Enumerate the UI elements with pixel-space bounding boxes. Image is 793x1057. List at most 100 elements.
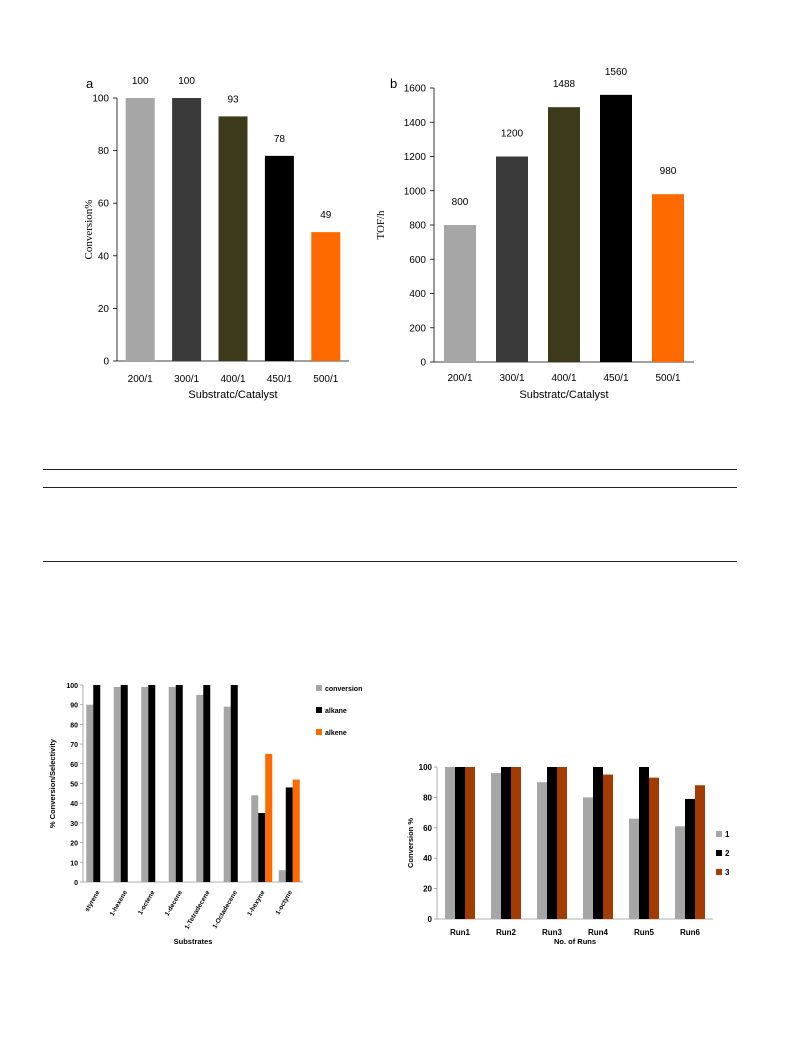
bar-1-Run1	[445, 767, 455, 919]
bar-2-Run4	[593, 767, 603, 919]
x-tick-label: Run2	[496, 928, 517, 937]
bar-alkene-1-hexyne	[265, 753, 273, 882]
y-axis-title: Conversion %	[406, 818, 415, 868]
x-tick-label: 200/1	[128, 374, 153, 385]
bar-3-Run5	[649, 777, 659, 919]
x-tick-label: Run6	[680, 928, 701, 937]
panel-label: a	[86, 76, 94, 91]
bar-1-Run4	[583, 797, 593, 919]
legend-swatch	[316, 685, 322, 691]
bar-conversion-1-Tetradecene	[196, 694, 204, 882]
bar-450/1	[600, 94, 632, 362]
x-axis-title: Substratc/Catalyst	[519, 389, 608, 401]
bar-alkane-1-Octadecene	[230, 685, 238, 882]
x-axis-title: Substrates	[174, 937, 213, 946]
bar-alkane-1-Tetradecene	[203, 685, 211, 882]
table-rule-header	[43, 487, 737, 488]
panel-label: b	[390, 76, 397, 91]
y-axis-title: TOF/h	[375, 210, 387, 240]
bar-2-Run6	[685, 798, 695, 919]
bar-1-Run6	[675, 826, 685, 919]
y-tick-label: 30	[70, 821, 78, 828]
bar-2-Run2	[501, 767, 511, 919]
bar-2-Run5	[639, 767, 649, 919]
bar-2-Run1	[455, 767, 465, 919]
x-tick-label: 500/1	[313, 374, 338, 385]
bar-3-Run4	[603, 774, 613, 919]
bar-3-Run2	[511, 767, 521, 919]
bar-alkane-1-octyne	[285, 787, 293, 882]
bar-conversion-1-octene	[141, 686, 149, 882]
x-tick-label: Run3	[542, 928, 563, 937]
x-tick-label: Run4	[588, 928, 609, 937]
y-tick-label: 60	[98, 199, 110, 210]
y-tick-label: 1400	[404, 118, 427, 129]
y-axis-title: % Conversion/Selectivity	[48, 738, 57, 828]
bar-alkane-1-hexene	[120, 685, 128, 882]
legend-swatch	[716, 869, 722, 875]
bar-1-Run3	[537, 782, 547, 919]
x-tick-label: 400/1	[220, 374, 245, 385]
bar-300/1	[172, 98, 202, 361]
y-tick-label: 0	[420, 358, 426, 369]
x-axis-title: No. of Runs	[554, 937, 596, 946]
y-tick-label: 80	[423, 793, 432, 802]
y-tick-label: 50	[70, 782, 78, 789]
legend-swatch	[716, 831, 722, 837]
y-tick-label: 0	[74, 880, 78, 887]
y-tick-label: 80	[70, 722, 78, 729]
bar-400/1	[218, 116, 248, 361]
y-tick-label: 10	[70, 860, 78, 867]
x-tick-label: 450/1	[267, 374, 292, 385]
x-tick-label: 300/1	[499, 373, 524, 384]
bar-alkene-1-octyne	[292, 779, 300, 882]
y-tick-label: 200	[409, 323, 426, 334]
bar-3-Run1	[465, 767, 475, 919]
bar-alkane-1-decene	[175, 685, 183, 882]
data-label: 93	[227, 94, 239, 105]
y-tick-label: 20	[70, 841, 78, 848]
y-tick-label: 20	[423, 885, 432, 894]
bar-3-Run6	[695, 785, 705, 919]
legend-entry: conversion	[325, 686, 362, 693]
y-tick-label: 0	[103, 357, 109, 368]
data-label: 100	[178, 76, 195, 87]
legend-entry: alkene	[325, 730, 347, 737]
table-rule-top	[43, 469, 737, 470]
data-label: 1200	[501, 129, 524, 140]
bar-500/1	[652, 194, 684, 362]
data-label: 49	[320, 210, 332, 221]
y-tick-label: 40	[70, 801, 78, 808]
y-tick-label: 20	[98, 304, 110, 315]
bar-alkane-1-octene	[148, 685, 156, 882]
bar-conversion-1-hexene	[113, 686, 121, 882]
y-tick-label: 600	[409, 255, 426, 266]
x-tick-label: 500/1	[655, 373, 680, 384]
table-rule-bottom	[43, 561, 737, 562]
legend-swatch	[716, 850, 722, 856]
bar-200/1	[125, 98, 155, 361]
x-tick-label: 300/1	[174, 374, 199, 385]
data-label: 980	[660, 166, 677, 177]
bar-conversion-1-octyne	[278, 870, 286, 882]
x-axis-title: Substratc/Catalyst	[188, 389, 277, 401]
y-tick-label: 60	[70, 762, 78, 769]
legend-entry: alkane	[325, 708, 347, 715]
y-tick-label: 100	[92, 94, 109, 105]
legend-entry: 1	[725, 830, 730, 839]
bar-500/1	[311, 232, 341, 361]
data-label: 78	[274, 134, 286, 145]
x-tick-label: 200/1	[447, 373, 472, 384]
bar-conversion-1-hexyne	[251, 795, 259, 882]
data-label: 1560	[605, 67, 628, 78]
bar-1-Run2	[491, 773, 501, 919]
y-tick-label: 1600	[404, 84, 427, 95]
y-tick-label: 80	[98, 146, 110, 157]
y-tick-label: 70	[70, 742, 78, 749]
bar-400/1	[548, 107, 580, 363]
y-tick-label: 90	[70, 703, 78, 710]
y-tick-label: 60	[423, 824, 432, 833]
y-axis-title: Conversion%	[83, 200, 95, 260]
